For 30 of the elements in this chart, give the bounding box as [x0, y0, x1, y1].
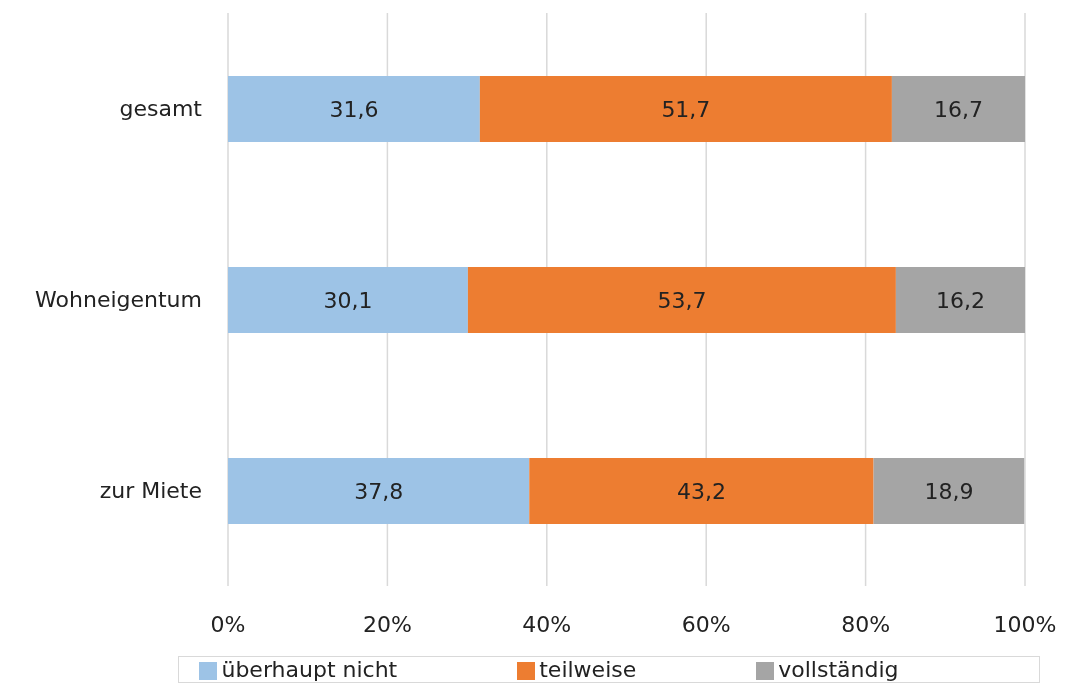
bar — [529, 458, 874, 524]
data-label: 16,7 — [933, 96, 983, 122]
data-label: 30,1 — [323, 287, 373, 313]
x-tick-label: 60% — [681, 611, 731, 637]
data-label: 31,6 — [329, 96, 379, 122]
x-tick-label: 80% — [841, 611, 891, 637]
bar — [467, 267, 896, 333]
x-tick-label: 100% — [993, 611, 1057, 637]
data-label: 18,9 — [924, 478, 974, 504]
bar — [479, 76, 892, 142]
data-label: 43,2 — [676, 478, 726, 504]
bar — [228, 76, 480, 142]
bar — [891, 76, 1025, 142]
legend-label: überhaupt nicht — [221, 657, 398, 682]
data-label: 51,7 — [661, 96, 711, 122]
x-tick-label: 0% — [210, 611, 246, 637]
data-label: 37,8 — [354, 478, 404, 504]
bar — [228, 458, 530, 524]
legend-label: vollständig — [778, 657, 899, 682]
y-tick-label: Wohneigentum — [35, 287, 202, 313]
bar — [895, 267, 1025, 333]
x-tick-label: 40% — [522, 611, 572, 637]
y-tick-label: gesamt — [119, 96, 203, 122]
legend-label: teilweise — [539, 657, 637, 682]
x-tick-label: 20% — [362, 611, 412, 637]
bar — [873, 458, 1025, 524]
data-label: 16,2 — [935, 287, 985, 313]
bar — [228, 267, 468, 333]
y-tick-label: zur Miete — [99, 478, 202, 504]
data-label: 53,7 — [657, 287, 707, 313]
